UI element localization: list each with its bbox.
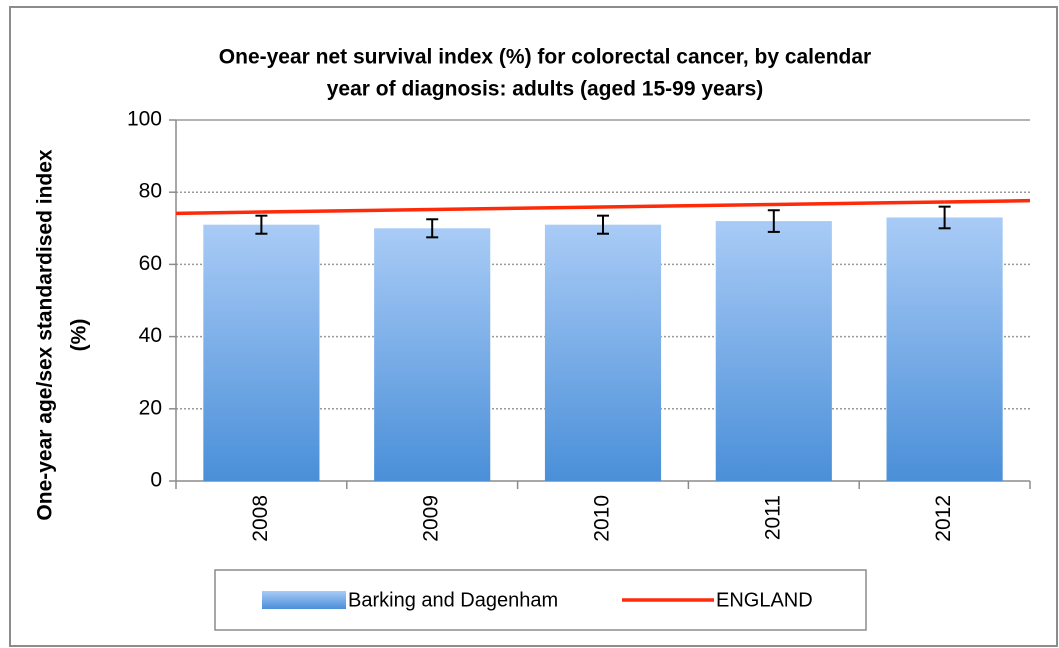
error-bar	[938, 205, 951, 230]
legend-swatch	[262, 591, 346, 609]
line	[261, 200, 945, 214]
y-tick-label: 100	[127, 108, 162, 131]
error-bar	[255, 214, 268, 235]
chart-title: year of diagnosis: adults (aged 15-99 ye…	[327, 78, 764, 101]
legend-label: ENGLAND	[716, 589, 813, 611]
x-tick-label: 2010	[591, 495, 614, 542]
y-tick-label: 20	[139, 396, 162, 419]
bar	[886, 217, 1003, 481]
legend-label: Barking and Dagenham	[348, 589, 558, 611]
x-tick-label: 2012	[932, 495, 955, 542]
chart-title: One-year net survival index (%) for colo…	[219, 46, 871, 69]
y-tick-label: 0	[150, 469, 162, 492]
x-tick-label: 2009	[420, 495, 443, 542]
chart-border	[9, 6, 1058, 647]
error-bar	[597, 214, 609, 235]
y-tick-label: 80	[139, 180, 162, 203]
y-axis-title: One-year age/sex standardised index	[34, 149, 57, 520]
y-tick-label: 60	[139, 252, 162, 275]
line-extension	[175, 210, 262, 216]
y-axis-title: (%)	[68, 319, 91, 352]
error-bar	[767, 209, 780, 233]
line-extension	[944, 198, 1031, 204]
x-tick-label: 2011	[761, 495, 784, 540]
bar	[715, 221, 832, 481]
bar	[374, 228, 491, 481]
error-bar	[426, 218, 439, 239]
bar	[203, 224, 320, 481]
y-tick-label: 40	[139, 324, 162, 347]
x-tick-label: 2008	[249, 495, 272, 542]
bar	[544, 224, 662, 481]
